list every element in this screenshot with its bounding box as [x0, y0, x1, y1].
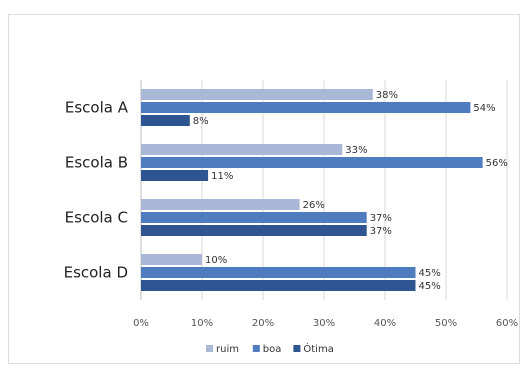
x-tick-labels: 0% 10% 20% 30% 40% 50% 60%	[133, 318, 518, 329]
data-label: 33%	[345, 145, 367, 156]
bar	[141, 225, 367, 236]
legend-swatch	[206, 345, 213, 352]
bar	[141, 115, 190, 126]
data-label: 37%	[370, 213, 392, 224]
legend-swatch	[252, 345, 260, 352]
x-tick-label: 30%	[313, 318, 335, 329]
data-label: 45%	[419, 281, 441, 292]
bar	[141, 267, 416, 278]
legend-label: ruim	[216, 344, 239, 355]
bar	[141, 212, 367, 223]
data-labels: 38% 54% 8% 33% 56% 11% 26% 37% 37% 10% 45% 45%	[193, 90, 508, 292]
legend-swatch	[293, 345, 301, 352]
category-label: Escola B	[65, 154, 128, 172]
x-tick-label: 40%	[374, 318, 396, 329]
bar	[141, 170, 209, 181]
data-label: 37%	[370, 226, 392, 237]
bars	[141, 89, 483, 291]
legend: ruim boa Ótima	[206, 342, 334, 355]
legend-label: Ótima	[303, 342, 333, 355]
bar	[141, 199, 300, 210]
legend-label: boa	[263, 344, 282, 355]
category-label: Escola A	[65, 99, 129, 117]
x-tick-label: 10%	[191, 318, 213, 329]
x-tick-label: 0%	[133, 318, 149, 329]
x-tick-label: 60%	[496, 318, 518, 329]
bar	[141, 102, 471, 113]
data-label: 11%	[211, 171, 233, 182]
bar	[141, 157, 483, 168]
x-tick-label: 50%	[435, 318, 457, 329]
bar	[141, 280, 416, 291]
category-labels: Escola A Escola B Escola C Escola D	[64, 99, 129, 282]
bar	[141, 89, 373, 100]
category-label: Escola D	[64, 264, 128, 282]
data-label: 56%	[486, 158, 508, 169]
data-label: 8%	[193, 116, 209, 127]
data-label: 26%	[303, 200, 325, 211]
bar	[141, 254, 202, 265]
category-label: Escola C	[65, 209, 128, 227]
data-label: 10%	[205, 255, 227, 266]
x-tick-label: 20%	[252, 318, 274, 329]
data-label: 54%	[473, 103, 495, 114]
chart-frame	[8, 14, 520, 364]
data-label: 38%	[376, 90, 398, 101]
bar	[141, 144, 343, 155]
data-label: 45%	[419, 268, 441, 279]
